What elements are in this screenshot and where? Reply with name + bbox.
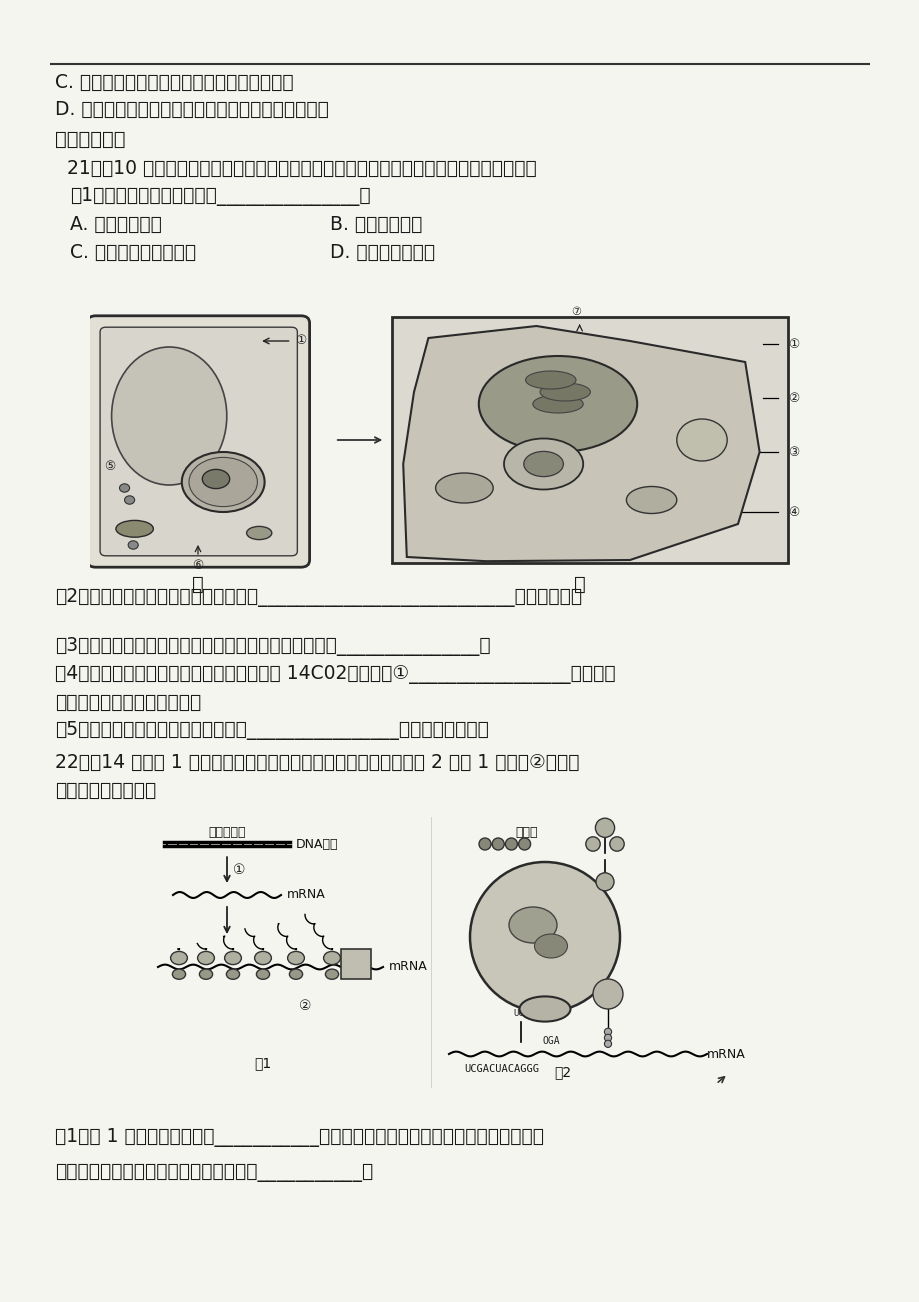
Text: ⑥: ⑥ [192, 559, 203, 572]
Ellipse shape [198, 952, 214, 965]
Ellipse shape [532, 395, 583, 413]
Ellipse shape [188, 457, 257, 506]
Text: ②: ② [299, 999, 311, 1013]
Text: mRNA: mRNA [287, 888, 325, 901]
Text: （3）若把甲图细胞置于较高浓度的蔗糖溶液中，细胞会_______________。: （3）若把甲图细胞置于较高浓度的蔗糖溶液中，细胞会_______________… [55, 637, 490, 656]
FancyBboxPatch shape [87, 316, 310, 568]
Text: ④: ④ [788, 505, 799, 518]
Circle shape [676, 419, 726, 461]
Ellipse shape [435, 473, 493, 503]
Circle shape [585, 837, 599, 852]
Circle shape [119, 484, 130, 492]
Text: （5）图甲细胞属于植物细胞，依据是________________（答一点即可）。: （5）图甲细胞属于植物细胞，依据是________________（答一点即可）… [55, 721, 488, 740]
FancyBboxPatch shape [100, 327, 297, 556]
Ellipse shape [172, 969, 186, 979]
Text: ⑤: ⑤ [104, 461, 115, 474]
Ellipse shape [534, 934, 567, 958]
Text: （4）在光照充足处，给图甲所示的细胞提供 14C02，在结构①_________________（填细胞: （4）在光照充足处，给图甲所示的细胞提供 14C02，在结构①_________… [55, 665, 615, 684]
Text: A. 黑藻叶肉细胞: A. 黑藻叶肉细胞 [70, 215, 162, 234]
Text: UGA: UGA [513, 1009, 528, 1018]
Text: D. 人口腔上皮细胞: D. 人口腔上皮细胞 [330, 243, 435, 262]
Ellipse shape [626, 487, 676, 513]
Text: mRNA: mRNA [706, 1048, 745, 1061]
Text: mRNA: mRNA [389, 961, 427, 974]
Circle shape [604, 1029, 611, 1035]
Ellipse shape [256, 969, 269, 979]
Ellipse shape [170, 952, 187, 965]
Ellipse shape [523, 452, 562, 477]
Text: （2）图乙中具有双层膜结构的细胞器是___________________________（填编号）。: （2）图乙中具有双层膜结构的细胞器是______________________… [55, 589, 582, 607]
Circle shape [470, 862, 619, 1012]
Bar [392, 316, 788, 562]
Ellipse shape [199, 969, 212, 979]
Ellipse shape [288, 952, 304, 965]
Text: （1）甲图可能表示的细胞是_______________。: （1）甲图可能表示的细胞是_______________。 [70, 187, 370, 206]
Circle shape [596, 872, 613, 891]
FancyBboxPatch shape [341, 949, 370, 979]
Ellipse shape [504, 439, 583, 490]
Text: DNA分子: DNA分子 [296, 837, 338, 850]
Text: ①: ① [233, 863, 245, 876]
Circle shape [604, 1040, 611, 1047]
Text: 22．（14 分）图 1 是人体胰岛素基因控制合成胰岛素的示意图，图 2 是图 1 中过程②的局部: 22．（14 分）图 1 是人体胰岛素基因控制合成胰岛素的示意图，图 2 是图 … [55, 753, 579, 772]
Circle shape [492, 838, 504, 850]
Ellipse shape [182, 452, 265, 512]
Text: mRNA: mRNA [340, 966, 370, 976]
Text: 期的名称）会发生光合作用。: 期的名称）会发生光合作用。 [55, 693, 201, 712]
Ellipse shape [323, 952, 340, 965]
Circle shape [128, 540, 138, 549]
Ellipse shape [289, 969, 302, 979]
Text: ①: ① [295, 335, 306, 348]
Ellipse shape [116, 521, 153, 538]
Ellipse shape [525, 371, 575, 389]
Text: 苏氨酸: 苏氨酸 [516, 825, 538, 838]
Polygon shape [403, 326, 759, 561]
Text: C. 洋葱根尖分生区细胞: C. 洋葱根尖分生区细胞 [70, 243, 196, 262]
Ellipse shape [202, 470, 230, 488]
Text: 图2: 图2 [554, 1065, 571, 1079]
Circle shape [609, 837, 623, 852]
Ellipse shape [111, 348, 227, 486]
Text: 胰岛素基因: 胰岛素基因 [208, 825, 245, 838]
Text: UGO: UGO [597, 878, 611, 887]
Text: 乙: 乙 [573, 575, 584, 594]
Circle shape [479, 838, 491, 850]
Ellipse shape [519, 996, 570, 1022]
Text: 图1: 图1 [254, 1056, 271, 1070]
Ellipse shape [246, 526, 271, 539]
Text: （1）图 1 过程发生在人体的___________细胞中。该细胞与人体其他细胞在形态结构和: （1）图 1 过程发生在人体的___________细胞中。该细胞与人体其他细胞… [55, 1128, 543, 1147]
Text: 二、非选择题: 二、非选择题 [55, 130, 125, 148]
Ellipse shape [226, 969, 239, 979]
Text: OGA: OGA [541, 1036, 559, 1047]
Ellipse shape [539, 383, 590, 401]
Text: 生理功能上存在稳定性差异的根本原因是___________。: 生理功能上存在稳定性差异的根本原因是___________。 [55, 1163, 373, 1182]
Text: ⑦: ⑦ [571, 307, 581, 316]
Ellipse shape [255, 952, 271, 965]
Circle shape [505, 838, 516, 850]
Text: C. 就地保护是保护生物多样性的有效措施之一: C. 就地保护是保护生物多样性的有效措施之一 [55, 73, 293, 92]
Text: ①: ① [788, 337, 799, 350]
Ellipse shape [325, 969, 338, 979]
Text: UCGACUACAGGG: UCGACUACAGGG [463, 1064, 539, 1074]
Text: D. 保护生物多样性意味着禁止对生物资源的开发利用: D. 保护生物多样性意味着禁止对生物资源的开发利用 [55, 100, 328, 118]
Circle shape [518, 838, 530, 850]
Text: ②: ② [788, 392, 799, 405]
Text: ③: ③ [788, 445, 799, 458]
Text: 放大，请据图回答：: 放大，请据图回答： [55, 781, 156, 799]
Text: B. 大肠杆菌细胞: B. 大肠杆菌细胞 [330, 215, 422, 234]
Circle shape [124, 496, 134, 504]
Ellipse shape [224, 952, 241, 965]
Circle shape [595, 818, 614, 837]
Text: 21．（10 分）下图甲是种细胞结构的模式图，图乙是甲的局部放大。据图回答下列问题：: 21．（10 分）下图甲是种细胞结构的模式图，图乙是甲的局部放大。据图回答下列问… [55, 159, 536, 178]
Circle shape [604, 1034, 611, 1042]
Text: 甲: 甲 [192, 575, 204, 594]
Circle shape [593, 979, 622, 1009]
Ellipse shape [478, 355, 637, 452]
Ellipse shape [508, 907, 556, 943]
